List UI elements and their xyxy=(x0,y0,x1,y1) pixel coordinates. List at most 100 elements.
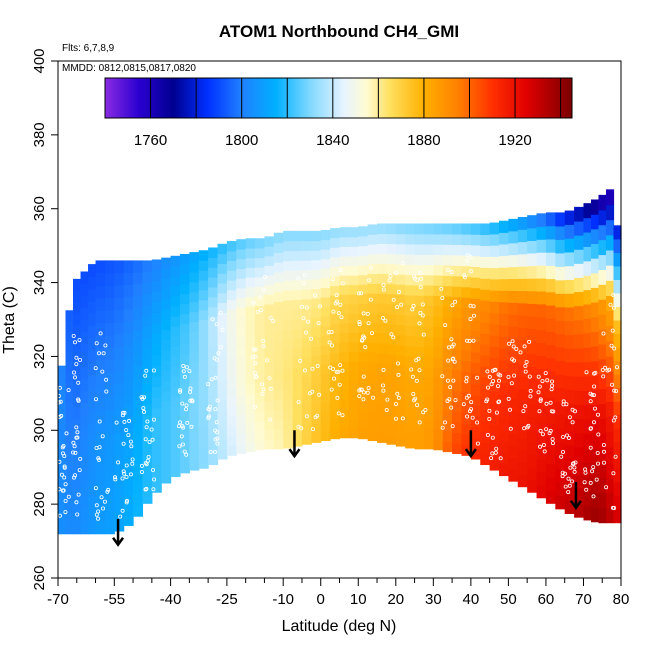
heatmap-cell xyxy=(489,323,500,336)
observation-point xyxy=(537,409,542,414)
heatmap-cell xyxy=(142,392,153,405)
observation-point xyxy=(601,442,606,447)
observation-point xyxy=(383,318,388,323)
heatmap-cell xyxy=(208,346,219,357)
heatmap-cell xyxy=(348,246,359,257)
x-tick-label: 60 xyxy=(538,591,555,608)
heatmap-cell xyxy=(123,501,134,514)
heatmap-cell xyxy=(320,306,331,317)
observation-point xyxy=(572,465,577,470)
observation-point xyxy=(590,469,595,474)
heatmap-cell xyxy=(273,409,284,420)
heatmap-cell xyxy=(452,233,463,245)
heatmap-cell xyxy=(208,286,219,298)
heatmap-cell xyxy=(255,420,266,432)
heatmap-cell xyxy=(198,388,209,400)
heatmap-cell xyxy=(499,290,509,303)
heatmap-cell xyxy=(598,463,607,479)
x-tick-label: 30 xyxy=(425,591,442,608)
observation-point xyxy=(524,359,529,364)
heatmap-cell xyxy=(255,411,266,422)
heatmap-cell xyxy=(405,243,416,255)
heatmap-cell xyxy=(348,418,359,429)
heatmap-cell xyxy=(574,319,585,335)
heatmap-cell xyxy=(264,381,275,392)
heatmap-cell xyxy=(95,471,106,485)
heatmap-cell xyxy=(80,521,89,535)
heatmap-cell xyxy=(527,378,538,393)
observation-point xyxy=(595,450,600,455)
colorbar-tick-label: 1880 xyxy=(407,132,440,149)
observation-point xyxy=(178,389,183,394)
heatmap-cell xyxy=(358,351,369,362)
heatmap-cell xyxy=(292,269,303,281)
heatmap-cell xyxy=(613,482,622,497)
heatmap-cell xyxy=(433,316,444,327)
observation-point xyxy=(184,452,189,457)
heatmap-cell xyxy=(339,389,350,400)
heatmap-cell xyxy=(348,370,359,381)
heatmap-cell xyxy=(517,229,528,243)
heatmap-cell xyxy=(88,276,97,290)
observation-point xyxy=(514,346,519,351)
observation-point xyxy=(371,395,376,400)
heatmap-cell xyxy=(386,313,397,325)
observation-point xyxy=(141,409,146,414)
heatmap-cell xyxy=(88,386,97,400)
heatmap-cell xyxy=(348,313,359,324)
heatmap-cell xyxy=(442,306,453,318)
heatmap-cell xyxy=(574,220,585,236)
heatmap-cell xyxy=(480,398,491,411)
observation-point xyxy=(357,322,362,327)
heatmap-cell xyxy=(311,240,322,251)
heatmap-cell xyxy=(555,266,566,281)
heatmap-cell xyxy=(330,247,341,258)
heatmap-cell xyxy=(80,378,89,392)
observation-point xyxy=(296,424,301,429)
heatmap-cell xyxy=(73,278,82,292)
heatmap-cell xyxy=(564,403,575,418)
observation-point xyxy=(330,366,335,371)
heatmap-cell xyxy=(605,401,615,418)
heatmap-cell xyxy=(517,241,528,255)
heatmap-cell xyxy=(527,416,538,430)
heatmap-cell xyxy=(273,262,284,273)
observation-point xyxy=(507,407,512,412)
heatmap-cell xyxy=(114,272,125,286)
heatmap-cell xyxy=(395,435,406,447)
heatmap-cell xyxy=(151,396,162,409)
heatmap-cell xyxy=(255,324,266,335)
observation-point xyxy=(251,300,256,305)
heatmap-cell xyxy=(555,212,566,227)
observation-point xyxy=(61,488,66,493)
heatmap-cell xyxy=(590,433,600,450)
heatmap-cell xyxy=(264,294,275,305)
heatmap-cell xyxy=(80,414,89,428)
heatmap-cell xyxy=(80,319,89,332)
observation-point xyxy=(566,476,571,481)
heatmap-cell xyxy=(283,349,294,360)
heatmap-cell xyxy=(423,418,434,429)
observation-point xyxy=(465,253,470,258)
observation-point xyxy=(124,474,129,479)
heatmap-cell xyxy=(339,399,350,410)
heatmap-cell xyxy=(536,252,547,266)
heatmap-cell xyxy=(564,458,575,473)
observation-point xyxy=(611,471,616,476)
observation-point xyxy=(410,374,415,379)
heatmap-cell xyxy=(198,260,209,271)
heatmap-cell xyxy=(414,346,425,358)
heatmap-cell xyxy=(358,409,369,420)
heatmap-cell xyxy=(489,458,500,471)
observation-point xyxy=(149,427,154,432)
observation-point xyxy=(263,274,268,279)
heatmap-cell xyxy=(283,329,294,340)
heatmap-cell xyxy=(311,288,322,299)
heatmap-cell xyxy=(104,446,115,460)
heatmap-cell xyxy=(311,423,322,434)
heatmap-cell xyxy=(58,518,67,527)
heatmap-cell xyxy=(386,393,397,405)
observation-point xyxy=(253,354,258,359)
heatmap-cell xyxy=(264,255,275,266)
heatmap-cell xyxy=(605,492,615,509)
